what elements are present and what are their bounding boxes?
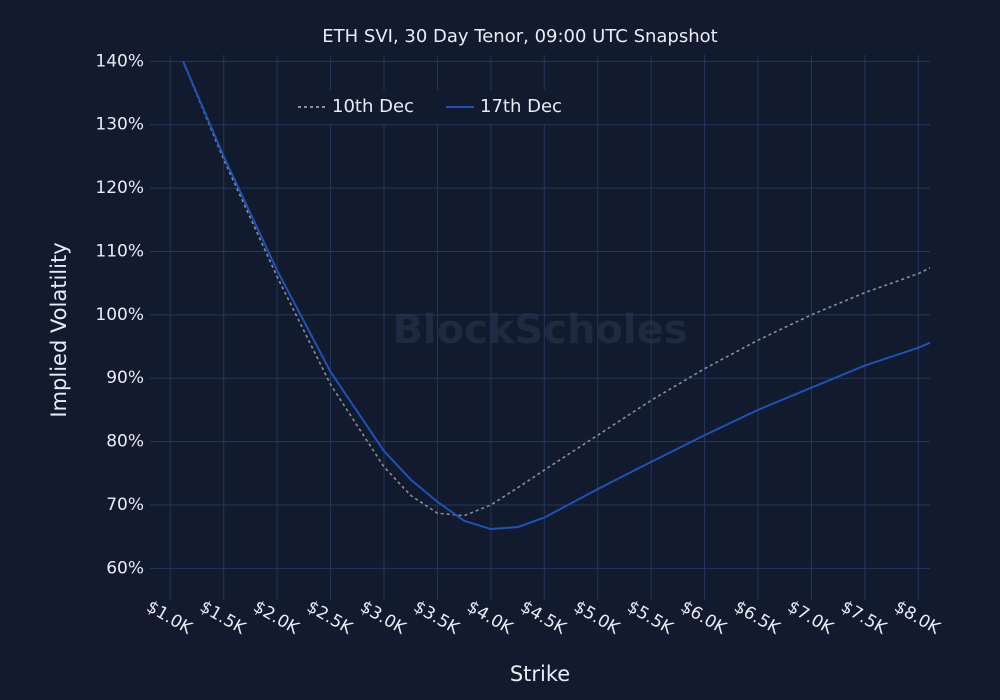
legend: 10th Dec 17th Dec bbox=[290, 90, 562, 124]
legend-background bbox=[290, 90, 550, 124]
y-axis-title: Implied Volatility bbox=[47, 242, 71, 417]
y-tick-label: 130% bbox=[95, 115, 144, 135]
y-tick-label: 100% bbox=[95, 305, 144, 325]
legend-label: 10th Dec bbox=[332, 96, 414, 117]
y-tick-label: 140% bbox=[95, 51, 144, 71]
watermark: BlockScholes bbox=[392, 307, 687, 353]
chart-title: ETH SVI, 30 Day Tenor, 09:00 UTC Snapsho… bbox=[322, 26, 717, 47]
y-tick-label: 80% bbox=[106, 432, 144, 452]
series-line bbox=[182, 61, 931, 517]
y-tick-label: 110% bbox=[95, 241, 144, 261]
y-tick-label: 90% bbox=[106, 368, 144, 388]
y-tick-label: 120% bbox=[95, 178, 144, 198]
y-tick-label: 70% bbox=[106, 495, 144, 515]
x-axis-title: Strike bbox=[510, 662, 570, 686]
y-tick-label: 60% bbox=[106, 558, 144, 578]
legend-label: 17th Dec bbox=[480, 96, 562, 117]
series-line bbox=[182, 60, 931, 531]
